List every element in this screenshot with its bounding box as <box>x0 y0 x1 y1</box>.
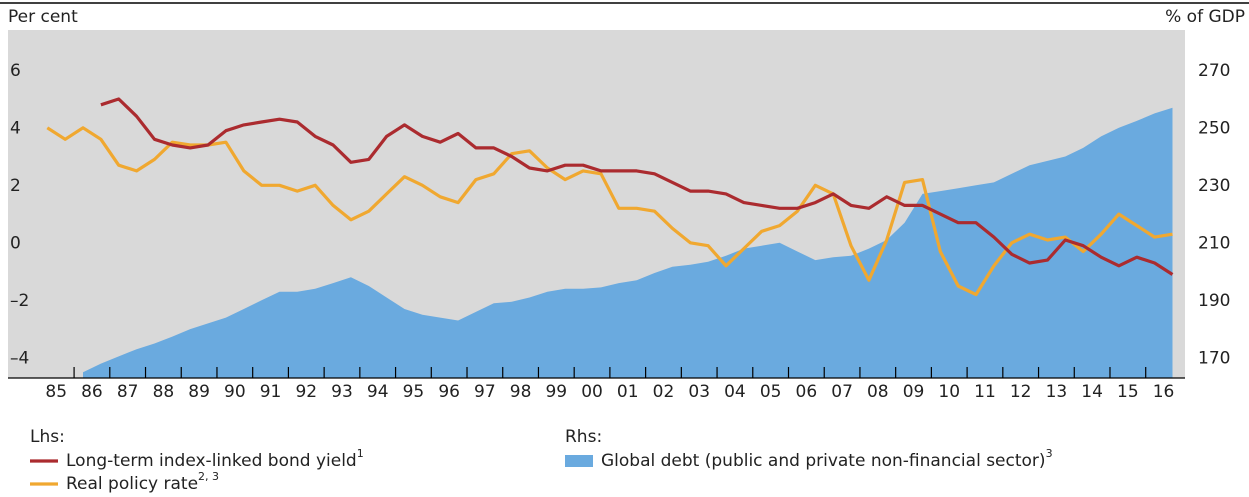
line <box>46 126 1173 297</box>
x-tick-label: 15 <box>1117 382 1139 402</box>
plot-layer <box>46 97 1174 378</box>
x-tick-label: 11 <box>974 382 996 402</box>
x-tick-label: 86 <box>81 382 103 402</box>
line <box>100 97 1174 276</box>
x-tick-label: 01 <box>617 382 639 402</box>
x-tick-label: 16 <box>1153 382 1175 402</box>
y2-tick-label: 230 <box>1198 176 1230 196</box>
x-tick-label: 02 <box>653 382 675 402</box>
legend-heading: Rhs: <box>565 427 602 447</box>
legend-label: Real policy rate2, 3 <box>66 470 219 494</box>
x-tick-label: 99 <box>545 382 567 402</box>
y-tick-label: 4 <box>10 119 21 139</box>
x-tick-label: 89 <box>188 382 210 402</box>
x-tick-label: 07 <box>831 382 853 402</box>
x-tick-label: 87 <box>117 382 139 402</box>
y-tick-label: –2 <box>10 291 29 311</box>
y-tick-label: 6 <box>10 61 21 81</box>
x-tick-label: 09 <box>903 382 925 402</box>
x-tick-label: 93 <box>331 382 353 402</box>
x-tick-label: 91 <box>260 382 282 402</box>
x-tick-label: 13 <box>1046 382 1068 402</box>
x-tick-label: 04 <box>724 382 746 402</box>
x-tick-label: 85 <box>45 382 67 402</box>
legend-footnote: 2, 3 <box>198 470 219 483</box>
legend-swatch <box>565 455 593 467</box>
y2-tick-label: 190 <box>1198 291 1230 311</box>
x-tick-label: 00 <box>581 382 603 402</box>
x-tick-label: 10 <box>938 382 960 402</box>
x-tick-label: 03 <box>688 382 710 402</box>
y-tick-label: 2 <box>10 176 21 196</box>
x-tick-label: 05 <box>760 382 782 402</box>
x-tick-label: 88 <box>153 382 175 402</box>
x-tick-label: 08 <box>867 382 889 402</box>
y-axis-label: Per cent <box>8 7 78 27</box>
x-tick-label: 96 <box>438 382 460 402</box>
legend-name: Global debt (public and private non-fina… <box>601 451 1046 471</box>
x-tick-label: 92 <box>295 382 317 402</box>
area <box>83 107 1173 378</box>
x-tick-label: 06 <box>796 382 818 402</box>
x-tick-label: 90 <box>224 382 246 402</box>
x-tick-label: 94 <box>367 382 389 402</box>
y-tick-label: –4 <box>10 349 29 369</box>
legend-footnote: 3 <box>1046 447 1053 460</box>
legend-footnote: 1 <box>357 447 364 460</box>
x-tick-label: 14 <box>1081 382 1103 402</box>
x-tick-label: 95 <box>403 382 425 402</box>
y2-tick-label: 250 <box>1198 119 1230 139</box>
y-tick-label: 0 <box>10 234 21 254</box>
y2-tick-label: 270 <box>1198 61 1230 81</box>
y2-axis-label: % of GDP <box>1165 7 1245 27</box>
x-tick-label: 97 <box>474 382 496 402</box>
legend-name: Long-term index-linked bond yield <box>66 451 357 471</box>
legend-label: Long-term index-linked bond yield1 <box>66 447 364 471</box>
legend-name: Real policy rate <box>66 474 198 494</box>
y2-tick-label: 170 <box>1198 349 1230 369</box>
legend-heading: Lhs: <box>30 427 65 447</box>
y2-tick-label: 210 <box>1198 234 1230 254</box>
x-tick-label: 12 <box>1010 382 1032 402</box>
legend-label: Global debt (public and private non-fina… <box>601 447 1053 471</box>
x-tick-label: 98 <box>510 382 532 402</box>
